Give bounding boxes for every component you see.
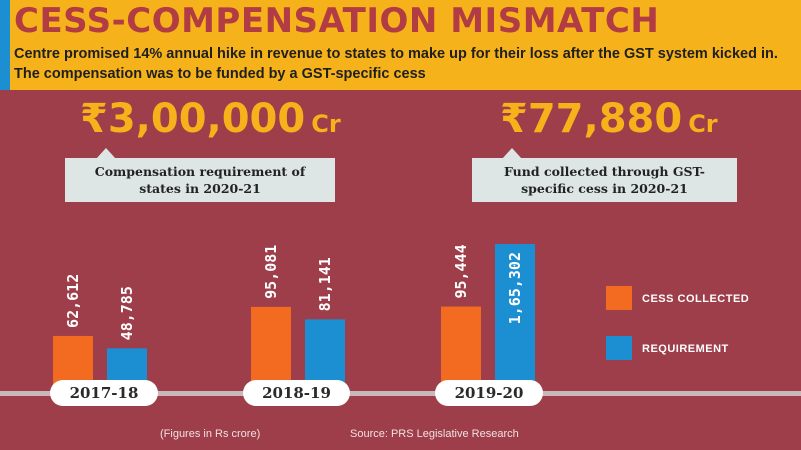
header-accent-bar [0,0,10,90]
highlight-unit: Cr [688,110,718,138]
page-title: CESS-COMPENSATION MISMATCH [14,1,660,41]
bar-requirement-2019-20 [495,244,535,392]
bar-cess-collected-2018-19 [251,306,291,392]
callout-compensation-requirement: Compensation requirement of states in 20… [65,158,335,202]
callout-pointer [502,148,522,159]
data-label-requirement-2017-18: 48,785 [118,286,136,340]
highlight-unit: Cr [311,110,341,138]
category-label-2017-18: 2017-18 [50,380,158,406]
data-label-cess-collected-2019-20: 95,444 [452,244,470,298]
highlight-amount: ₹3,00,000 [80,96,306,142]
category-label-2019-20: 2019-20 [435,380,543,406]
highlight-cess-collected: ₹77,880 Cr [500,97,718,149]
figures-note: (Figures in Rs crore) [160,428,261,440]
callout-pointer [96,148,116,159]
callout-cess-collected: Fund collected through GST-specific cess… [472,158,737,202]
source-credit: Source: PRS Legislative Research [350,428,519,440]
data-label-cess-collected-2017-18: 62,612 [64,274,82,328]
chart-baseline [0,391,801,396]
legend-swatch-cess-collected [606,286,632,310]
bar-requirement-2018-19 [305,319,345,392]
legend-label-requirement: REQUIREMENT [642,343,729,355]
data-label-cess-collected-2018-19: 95,081 [262,245,280,299]
data-label-requirement-2018-19: 81,141 [316,257,334,311]
legend-label-cess-collected: CESS COLLECTED [642,293,750,305]
legend-swatch-requirement [606,336,632,360]
highlight-compensation-requirement: ₹3,00,000 Cr [80,97,341,149]
header-band [0,0,801,90]
page-subtitle: Centre promised 14% annual hike in reven… [14,46,778,82]
category-label-2018-19: 2018-19 [243,380,350,406]
data-label-requirement-2019-20: 1,65,302 [506,252,524,324]
bar-cess-collected-2019-20 [441,306,481,392]
highlight-amount: ₹77,880 [500,96,683,142]
